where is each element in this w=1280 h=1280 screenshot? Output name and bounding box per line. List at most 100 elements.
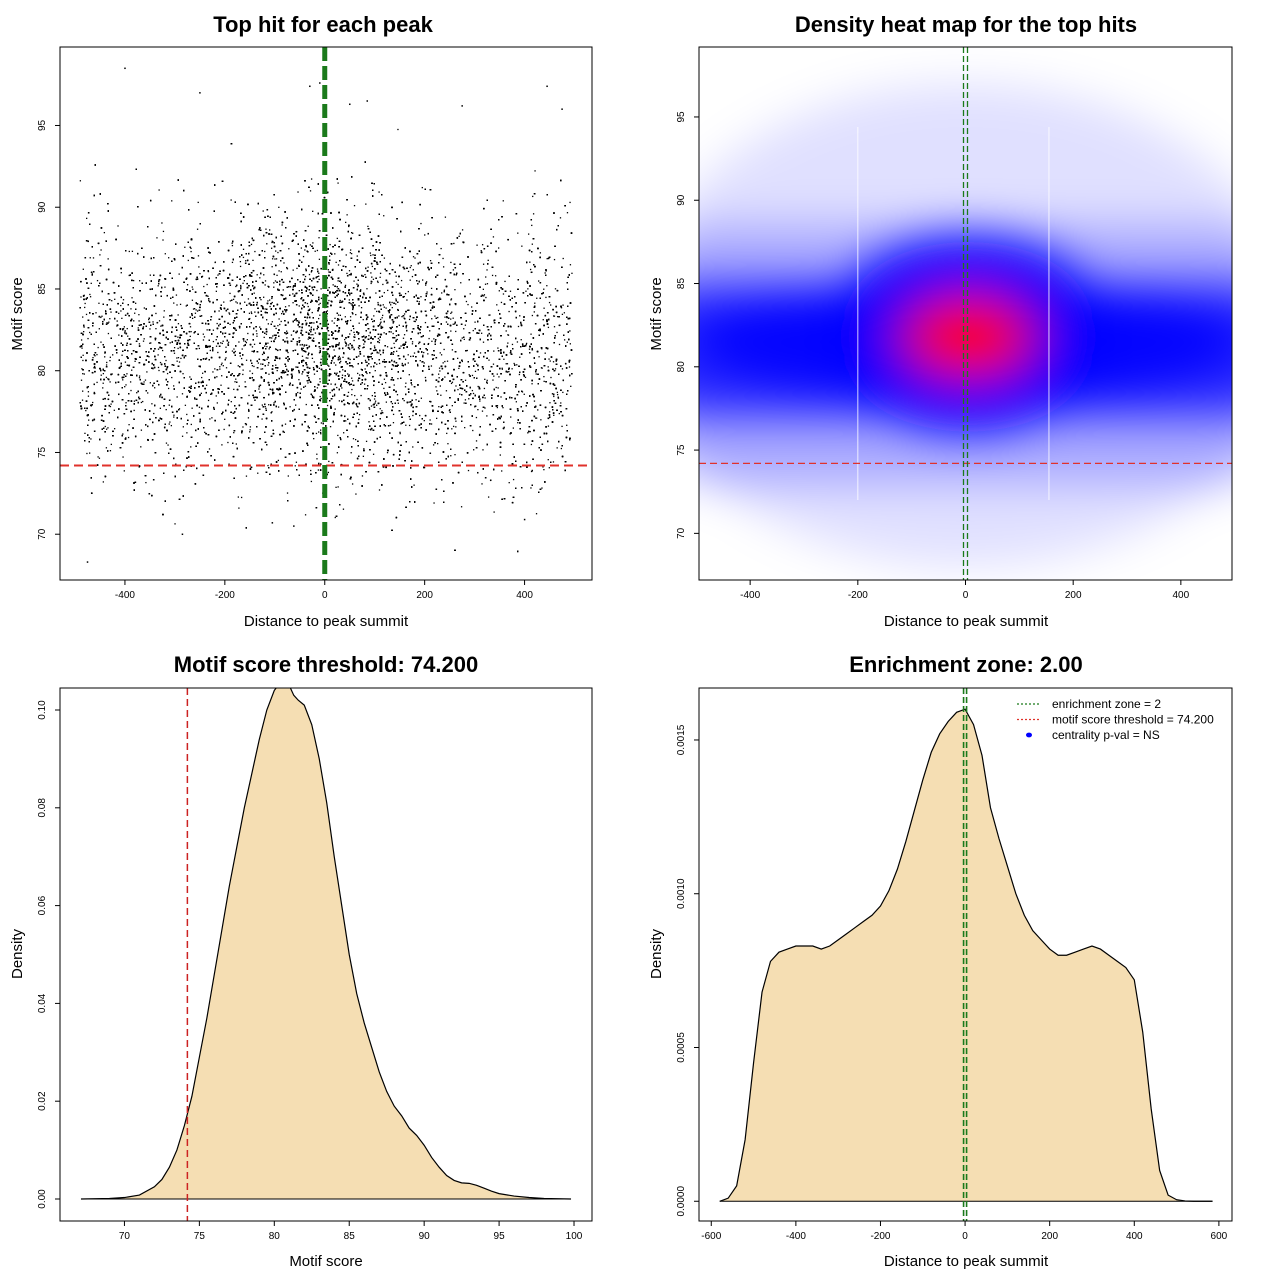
data-point: [481, 483, 483, 485]
data-point: [371, 320, 374, 323]
data-point: [177, 336, 179, 338]
data-point: [527, 432, 529, 434]
data-point: [407, 270, 410, 273]
data-point: [397, 402, 400, 404]
data-point: [282, 339, 284, 341]
data-point: [80, 379, 83, 381]
data-point: [351, 388, 353, 391]
data-point: [305, 357, 307, 359]
data-point: [436, 417, 438, 420]
data-point: [400, 423, 402, 425]
data-point: [352, 366, 354, 368]
data-point: [440, 394, 442, 396]
data-point: [227, 441, 229, 444]
data-point: [386, 346, 389, 348]
data-point: [227, 343, 229, 345]
data-point: [275, 348, 278, 351]
data-point: [507, 371, 509, 373]
data-point: [312, 366, 315, 369]
data-point: [411, 343, 414, 345]
data-point: [311, 311, 313, 314]
data-point: [246, 339, 248, 341]
data-point: [238, 341, 240, 343]
data-point: [152, 368, 154, 370]
data-point: [281, 312, 283, 315]
data-point: [363, 294, 365, 296]
data-point: [372, 278, 375, 280]
data-point: [421, 279, 424, 281]
data-point: [450, 330, 452, 332]
data-point: [268, 373, 270, 375]
data-point: [554, 368, 557, 370]
data-point: [422, 354, 424, 356]
data-point: [198, 406, 201, 408]
data-point: [271, 266, 273, 268]
data-point: [140, 446, 142, 448]
data-point: [191, 299, 194, 301]
data-point: [309, 190, 312, 192]
data-point: [525, 342, 528, 345]
data-point: [125, 384, 127, 386]
data-point: [314, 332, 317, 334]
data-point: [297, 191, 299, 193]
data-point: [360, 368, 362, 371]
data-point: [297, 391, 299, 394]
data-point: [231, 244, 234, 247]
data-point: [396, 338, 398, 341]
data-point: [328, 255, 331, 257]
data-point: [273, 402, 275, 404]
data-point: [106, 322, 108, 324]
data-point: [451, 375, 454, 377]
data-point: [371, 265, 374, 268]
data-point: [238, 385, 240, 387]
data-point: [254, 250, 256, 253]
data-point: [376, 280, 379, 282]
data-point: [398, 324, 400, 326]
data-point: [271, 258, 274, 260]
data-point: [138, 375, 141, 377]
data-point: [547, 425, 550, 427]
data-point: [264, 308, 266, 310]
data-point: [220, 342, 222, 344]
data-point: [452, 269, 455, 271]
data-point: [337, 434, 339, 437]
data-point: [453, 242, 455, 245]
data-point: [109, 356, 112, 358]
data-point: [305, 403, 307, 406]
data-point: [501, 470, 503, 472]
data-point: [242, 282, 244, 284]
data-point: [285, 310, 287, 312]
data-point: [546, 285, 548, 287]
data-point: [190, 423, 192, 426]
data-point: [124, 386, 126, 388]
data-point: [110, 443, 112, 446]
data-point: [336, 289, 338, 292]
data-point: [334, 253, 336, 255]
data-point: [542, 466, 544, 468]
data-point: [243, 280, 246, 282]
data-point: [105, 364, 108, 366]
data-point: [426, 291, 428, 293]
data-point: [319, 314, 321, 316]
data-point: [100, 341, 102, 343]
data-point: [151, 403, 153, 405]
data-point: [120, 304, 122, 307]
data-point: [316, 453, 318, 455]
data-point: [267, 300, 269, 302]
data-point: [420, 222, 422, 225]
data-point: [248, 394, 250, 397]
data-point: [376, 310, 378, 313]
data-point: [533, 400, 536, 402]
data-point: [386, 391, 389, 394]
data-point: [408, 415, 411, 418]
data-point: [438, 406, 440, 408]
data-point: [178, 273, 180, 275]
data-point: [273, 286, 275, 288]
data-point: [82, 359, 84, 362]
data-point: [560, 402, 562, 404]
data-point: [424, 376, 427, 379]
data-point: [357, 285, 359, 288]
data-point: [320, 433, 322, 435]
data-point: [519, 315, 521, 317]
data-point: [124, 331, 126, 333]
